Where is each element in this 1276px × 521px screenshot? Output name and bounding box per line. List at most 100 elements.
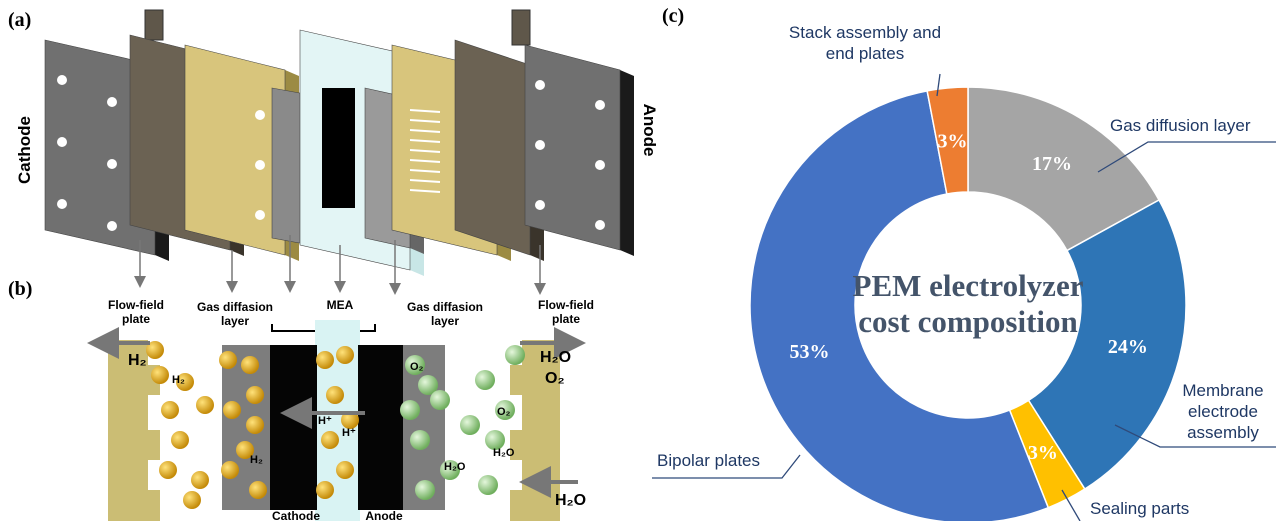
anode-catalyst: [358, 345, 403, 510]
hydrogen-bubble: [191, 471, 209, 489]
category-label: Sealing parts: [1090, 499, 1190, 518]
electrode-label: Anode: [365, 509, 403, 521]
hydrogen-bubble: [336, 461, 354, 479]
plate: [454, 39, 531, 256]
hydrogen-bubble: [221, 461, 239, 479]
flow-channel: [409, 129, 441, 133]
hydrogen-bubble: [246, 416, 264, 434]
exploded-view: [44, 9, 634, 295]
layer-label: MEA: [326, 298, 354, 312]
hydrogen-bubble: [316, 481, 334, 499]
oxygen-bubble: [418, 375, 438, 395]
oxygen-bubble: [485, 430, 505, 450]
leader-line: [936, 73, 941, 97]
flow-channel: [409, 159, 441, 163]
hole: [107, 159, 117, 169]
layer-label: Flow-field plate: [108, 298, 164, 326]
hydrogen-bubble: [336, 346, 354, 364]
gas-label: O₂: [545, 370, 565, 387]
flow-channel: [409, 169, 441, 173]
donut-chart: 17% 24% 3% 53% 3%: [652, 73, 1276, 521]
hydrogen-bubble: [171, 431, 189, 449]
tab: [144, 9, 164, 41]
gas-label: H₂O: [555, 492, 586, 509]
hole: [107, 221, 117, 231]
flow-channel: [409, 119, 441, 123]
oxygen-bubble: [430, 390, 450, 410]
flow-field-plate: [108, 340, 160, 521]
value-label: 17%: [1032, 153, 1072, 175]
hole: [595, 100, 605, 110]
hole: [535, 140, 545, 150]
flow-channel: [409, 109, 441, 113]
hole: [57, 75, 67, 85]
oxygen-bubble: [505, 345, 525, 365]
hole: [107, 97, 117, 107]
plate: [524, 44, 621, 251]
oxygen-bubble: [405, 355, 425, 375]
flow-field-plate: [510, 340, 560, 521]
oxygen-bubble: [410, 430, 430, 450]
tab: [511, 9, 531, 46]
leader-line: [1114, 424, 1276, 448]
species-label: H⁺: [318, 415, 332, 427]
hydrogen-bubble: [146, 341, 164, 359]
side-label: Anode: [640, 104, 659, 157]
cell-schematic: H₂ H₂O O₂ H₂O H₂ H₂ H⁺ H⁺ O₂ O₂ H₂O H₂O Cathode Anode: [87, 320, 586, 521]
category-label: Membrane electrode assembly: [1182, 381, 1264, 442]
flow-channel: [409, 149, 441, 153]
hydrogen-bubble: [161, 401, 179, 419]
species-label: H₂: [172, 374, 185, 386]
hydrogen-bubble: [236, 441, 254, 459]
oxygen-bubble: [440, 460, 460, 480]
oxygen-bubble: [475, 370, 495, 390]
hydrogen-bubble: [151, 366, 169, 384]
leader-line: [652, 454, 801, 479]
hydrogen-bubble: [326, 386, 344, 404]
donut-slice: [967, 86, 1161, 252]
panel-label: (b): [8, 278, 32, 300]
layer-label: Gas diffasion layer: [406, 300, 483, 328]
layer-label: Flow-field plate: [538, 298, 594, 326]
leader-line: [1061, 489, 1081, 521]
oxygen-bubble: [478, 475, 498, 495]
category-label: Stack assembly and end plates: [788, 23, 942, 63]
hydrogen-bubble: [183, 491, 201, 509]
hole: [535, 200, 545, 210]
flow-channel: [409, 189, 441, 193]
value-label: 24%: [1108, 336, 1148, 358]
cathode-catalyst: [270, 345, 317, 510]
oxygen-bubble: [415, 480, 435, 500]
hydrogen-bubble: [159, 461, 177, 479]
panel-label: (c): [662, 5, 684, 27]
membrane-core: [322, 88, 355, 208]
species-label: H⁺: [342, 427, 356, 439]
category-label: Bipolar plates: [657, 451, 761, 470]
hole: [535, 80, 545, 90]
donut-slice: [749, 89, 1050, 521]
gas-label: H₂: [128, 352, 147, 369]
oxygen-bubble: [495, 400, 515, 420]
electrode-label: Cathode: [272, 509, 320, 521]
hydrogen-bubble: [321, 431, 339, 449]
gas-label: H₂O: [540, 349, 571, 366]
value-label: 3%: [937, 131, 967, 153]
hydrogen-bubble: [196, 396, 214, 414]
flow-channel: [409, 179, 441, 183]
hydrogen-bubble: [316, 351, 334, 369]
category-label: Gas diffusion layer: [1110, 116, 1251, 135]
hydrogen-bubble: [241, 356, 259, 374]
species-label: H₂O: [444, 461, 466, 473]
side-label: Cathode: [15, 116, 34, 184]
hole: [255, 210, 265, 220]
hydrogen-bubble: [223, 401, 241, 419]
leader-line: [1097, 141, 1276, 173]
hydrogen-bubble: [249, 481, 267, 499]
plate: [184, 44, 286, 256]
hydrogen-bubble: [176, 373, 194, 391]
donut-slice: [926, 86, 969, 195]
chart-title: PEM electrolyzer cost composition: [852, 268, 1084, 339]
species-label: H₂O: [493, 447, 515, 459]
